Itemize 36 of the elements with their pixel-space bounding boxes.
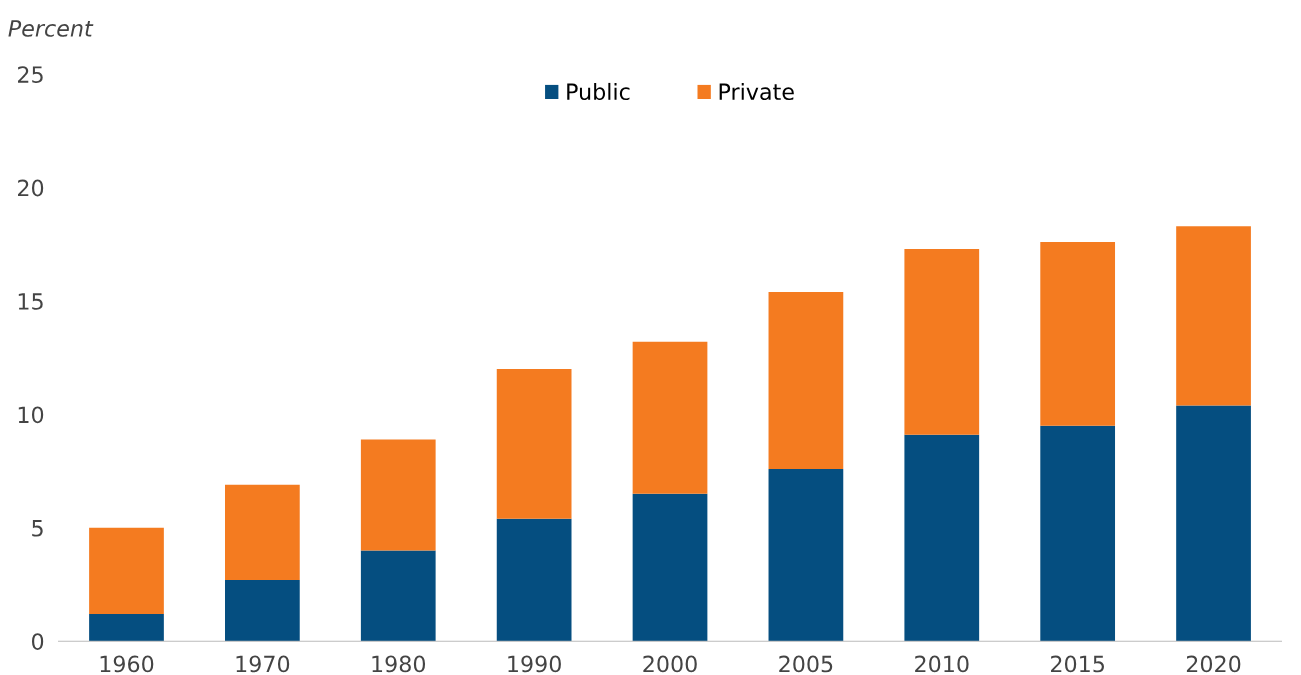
x-tick-label: 2000 (643, 655, 697, 673)
bar (632, 493, 708, 642)
bar (225, 580, 300, 642)
y-tick-label: 0 (31, 633, 44, 651)
x-tick-label: 1970 (236, 655, 290, 673)
bar (496, 369, 572, 519)
y-tick-label: 10 (18, 406, 44, 424)
x-tick-label: 2010 (915, 655, 969, 673)
bar (225, 484, 300, 581)
bar (496, 518, 572, 642)
bar (632, 341, 708, 494)
legend-label: Private (719, 82, 794, 101)
x-tick-label: 1960 (100, 655, 154, 673)
y-tick-label: 25 (18, 66, 43, 84)
x-tick-label: 2020 (1186, 655, 1241, 673)
bar (1176, 226, 1251, 406)
x-tick-label: 2005 (779, 655, 833, 673)
x-tick-label: 1990 (508, 655, 561, 673)
bar (768, 468, 844, 642)
bar (1176, 405, 1251, 642)
y-tick-label: 15 (18, 293, 43, 310)
bar (904, 434, 980, 642)
y-tick-label: 5 (32, 520, 43, 537)
bar (768, 291, 844, 469)
bar (904, 248, 980, 435)
bar (360, 550, 436, 642)
x-tick-label: 1980 (372, 655, 426, 673)
bar (89, 527, 164, 615)
bar (1040, 425, 1116, 642)
legend-label: Public (567, 82, 630, 101)
bar (1040, 242, 1116, 426)
y-axis-title: Percent (8, 20, 94, 37)
x-tick-label: 2015 (1051, 655, 1104, 673)
bar (360, 439, 436, 551)
bar (89, 614, 164, 642)
y-tick-label: 20 (18, 179, 44, 197)
